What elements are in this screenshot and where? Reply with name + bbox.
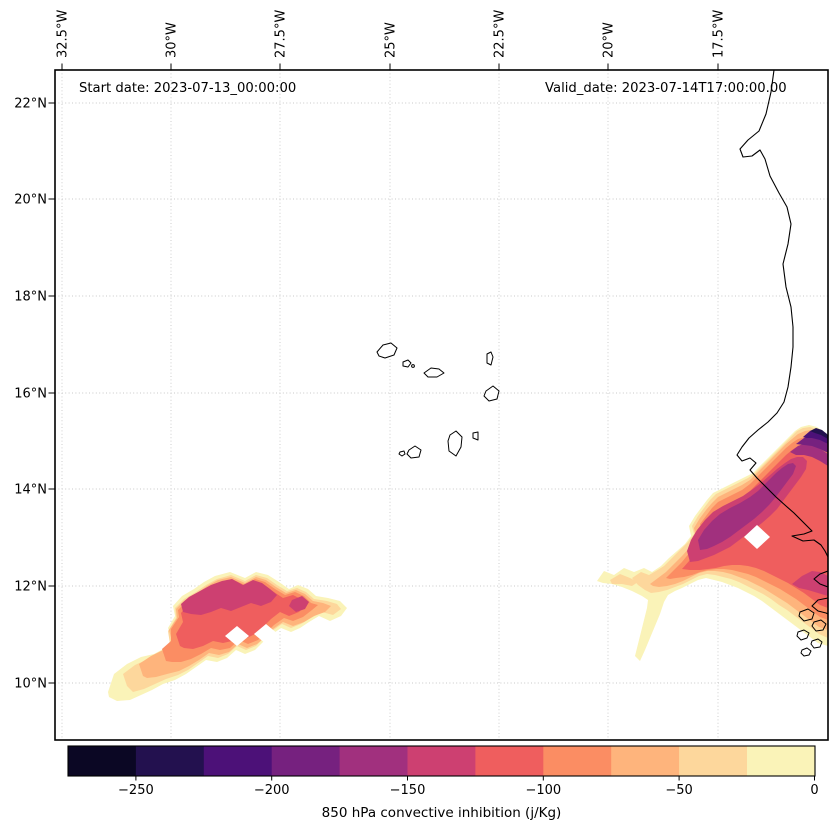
colorbar-segment <box>611 746 680 776</box>
start-date-label: Start date: 2023-07-13_00:00:00 <box>79 81 296 96</box>
colorbar-segment <box>543 746 612 776</box>
lat-tick-label: 10°N <box>14 677 47 692</box>
colorbar-tick-label: 0 <box>810 783 818 798</box>
colorbar-tick-label: −250 <box>118 783 154 798</box>
island-fogo <box>406 445 422 459</box>
cape-verde-islands <box>376 342 500 459</box>
coastlines <box>376 70 828 657</box>
africa-coastline <box>736 70 828 558</box>
lon-tick-label: 22.5°W <box>493 10 508 58</box>
plot-frame <box>54 69 829 741</box>
island-sao-vicente <box>402 359 412 368</box>
island-maio <box>472 431 479 441</box>
lon-tick-label: 20°W <box>602 22 617 58</box>
contour-band <box>810 428 828 439</box>
bijagos-islands <box>796 608 827 657</box>
lat-tick-label: 18°N <box>14 290 47 305</box>
contour-band <box>181 579 277 615</box>
colorbar-segment <box>271 746 340 776</box>
island-santo-antao <box>376 342 398 359</box>
island-sal <box>486 351 494 366</box>
cin-contour-field <box>108 425 828 701</box>
lon-tick-labels: 32.5°W 30°W 27.5°W 25°W 22.5°W 20°W 17.5… <box>56 10 727 58</box>
lat-tick-label: 14°N <box>14 483 47 498</box>
lon-tick-label: 30°W <box>165 22 180 58</box>
contour-hole <box>254 624 278 644</box>
lat-tick-labels: 22°N 20°N 18°N 16°N 14°N 12°N 10°N <box>14 97 47 692</box>
colorbar-segment <box>68 746 137 776</box>
colorbar-segment <box>475 746 544 776</box>
casamance-inlet <box>813 570 828 588</box>
island-boa-vista <box>483 385 500 402</box>
lon-tick-label: 32.5°W <box>56 10 71 58</box>
lon-tick-label: 27.5°W <box>274 10 289 58</box>
colorbar-tick-label: −100 <box>525 783 561 798</box>
colorbar-segment <box>339 746 408 776</box>
colorbar-tick-label: −150 <box>390 783 426 798</box>
lat-tick-label: 22°N <box>14 97 47 112</box>
island <box>798 608 815 622</box>
island <box>811 619 827 632</box>
colorbar-segment <box>203 746 273 776</box>
lat-tick-label: 12°N <box>14 580 47 595</box>
cacheu-inlet <box>811 597 828 615</box>
lat-tick-label: 20°N <box>14 193 47 208</box>
axis-ticks <box>48 63 719 684</box>
contour-hole <box>744 525 770 549</box>
valid-date-label: Valid_date: 2023-07-14T17:00:00.00 <box>545 81 787 96</box>
island <box>800 647 812 657</box>
lon-tick-label: 17.5°W <box>712 10 727 58</box>
contour-hole <box>225 626 249 646</box>
contour-band <box>796 436 828 453</box>
colorbar-tick-label: −200 <box>254 783 290 798</box>
contour-band <box>792 571 828 596</box>
lat-tick-label: 16°N <box>14 387 47 402</box>
island-santiago <box>447 430 463 457</box>
island-brava <box>398 450 406 457</box>
lon-tick-label: 25°W <box>384 22 399 58</box>
colorbar-segment <box>679 746 748 776</box>
colorbar-tick-label: −50 <box>665 783 692 798</box>
contour-band <box>289 596 309 612</box>
island <box>810 638 823 649</box>
colorbar-segment <box>407 746 476 776</box>
cin-cell-coastal <box>597 425 828 661</box>
island <box>796 629 810 641</box>
colorbar-segment <box>747 746 815 776</box>
island-sao-nicolau <box>423 367 445 378</box>
colorbar: −250 −200 −150 −100 −50 0 850 hPa convec… <box>67 745 819 821</box>
colorbar-segment <box>135 746 205 776</box>
contour-band <box>610 574 638 586</box>
island-santa-luzia <box>411 364 415 368</box>
colorbar-outline <box>67 745 816 777</box>
cin-cell-southwest <box>108 572 347 701</box>
contour-band <box>790 443 828 466</box>
contour-band <box>698 463 796 550</box>
colorbar-label: 850 hPa convective inhibition (j/Kg) <box>322 805 562 821</box>
